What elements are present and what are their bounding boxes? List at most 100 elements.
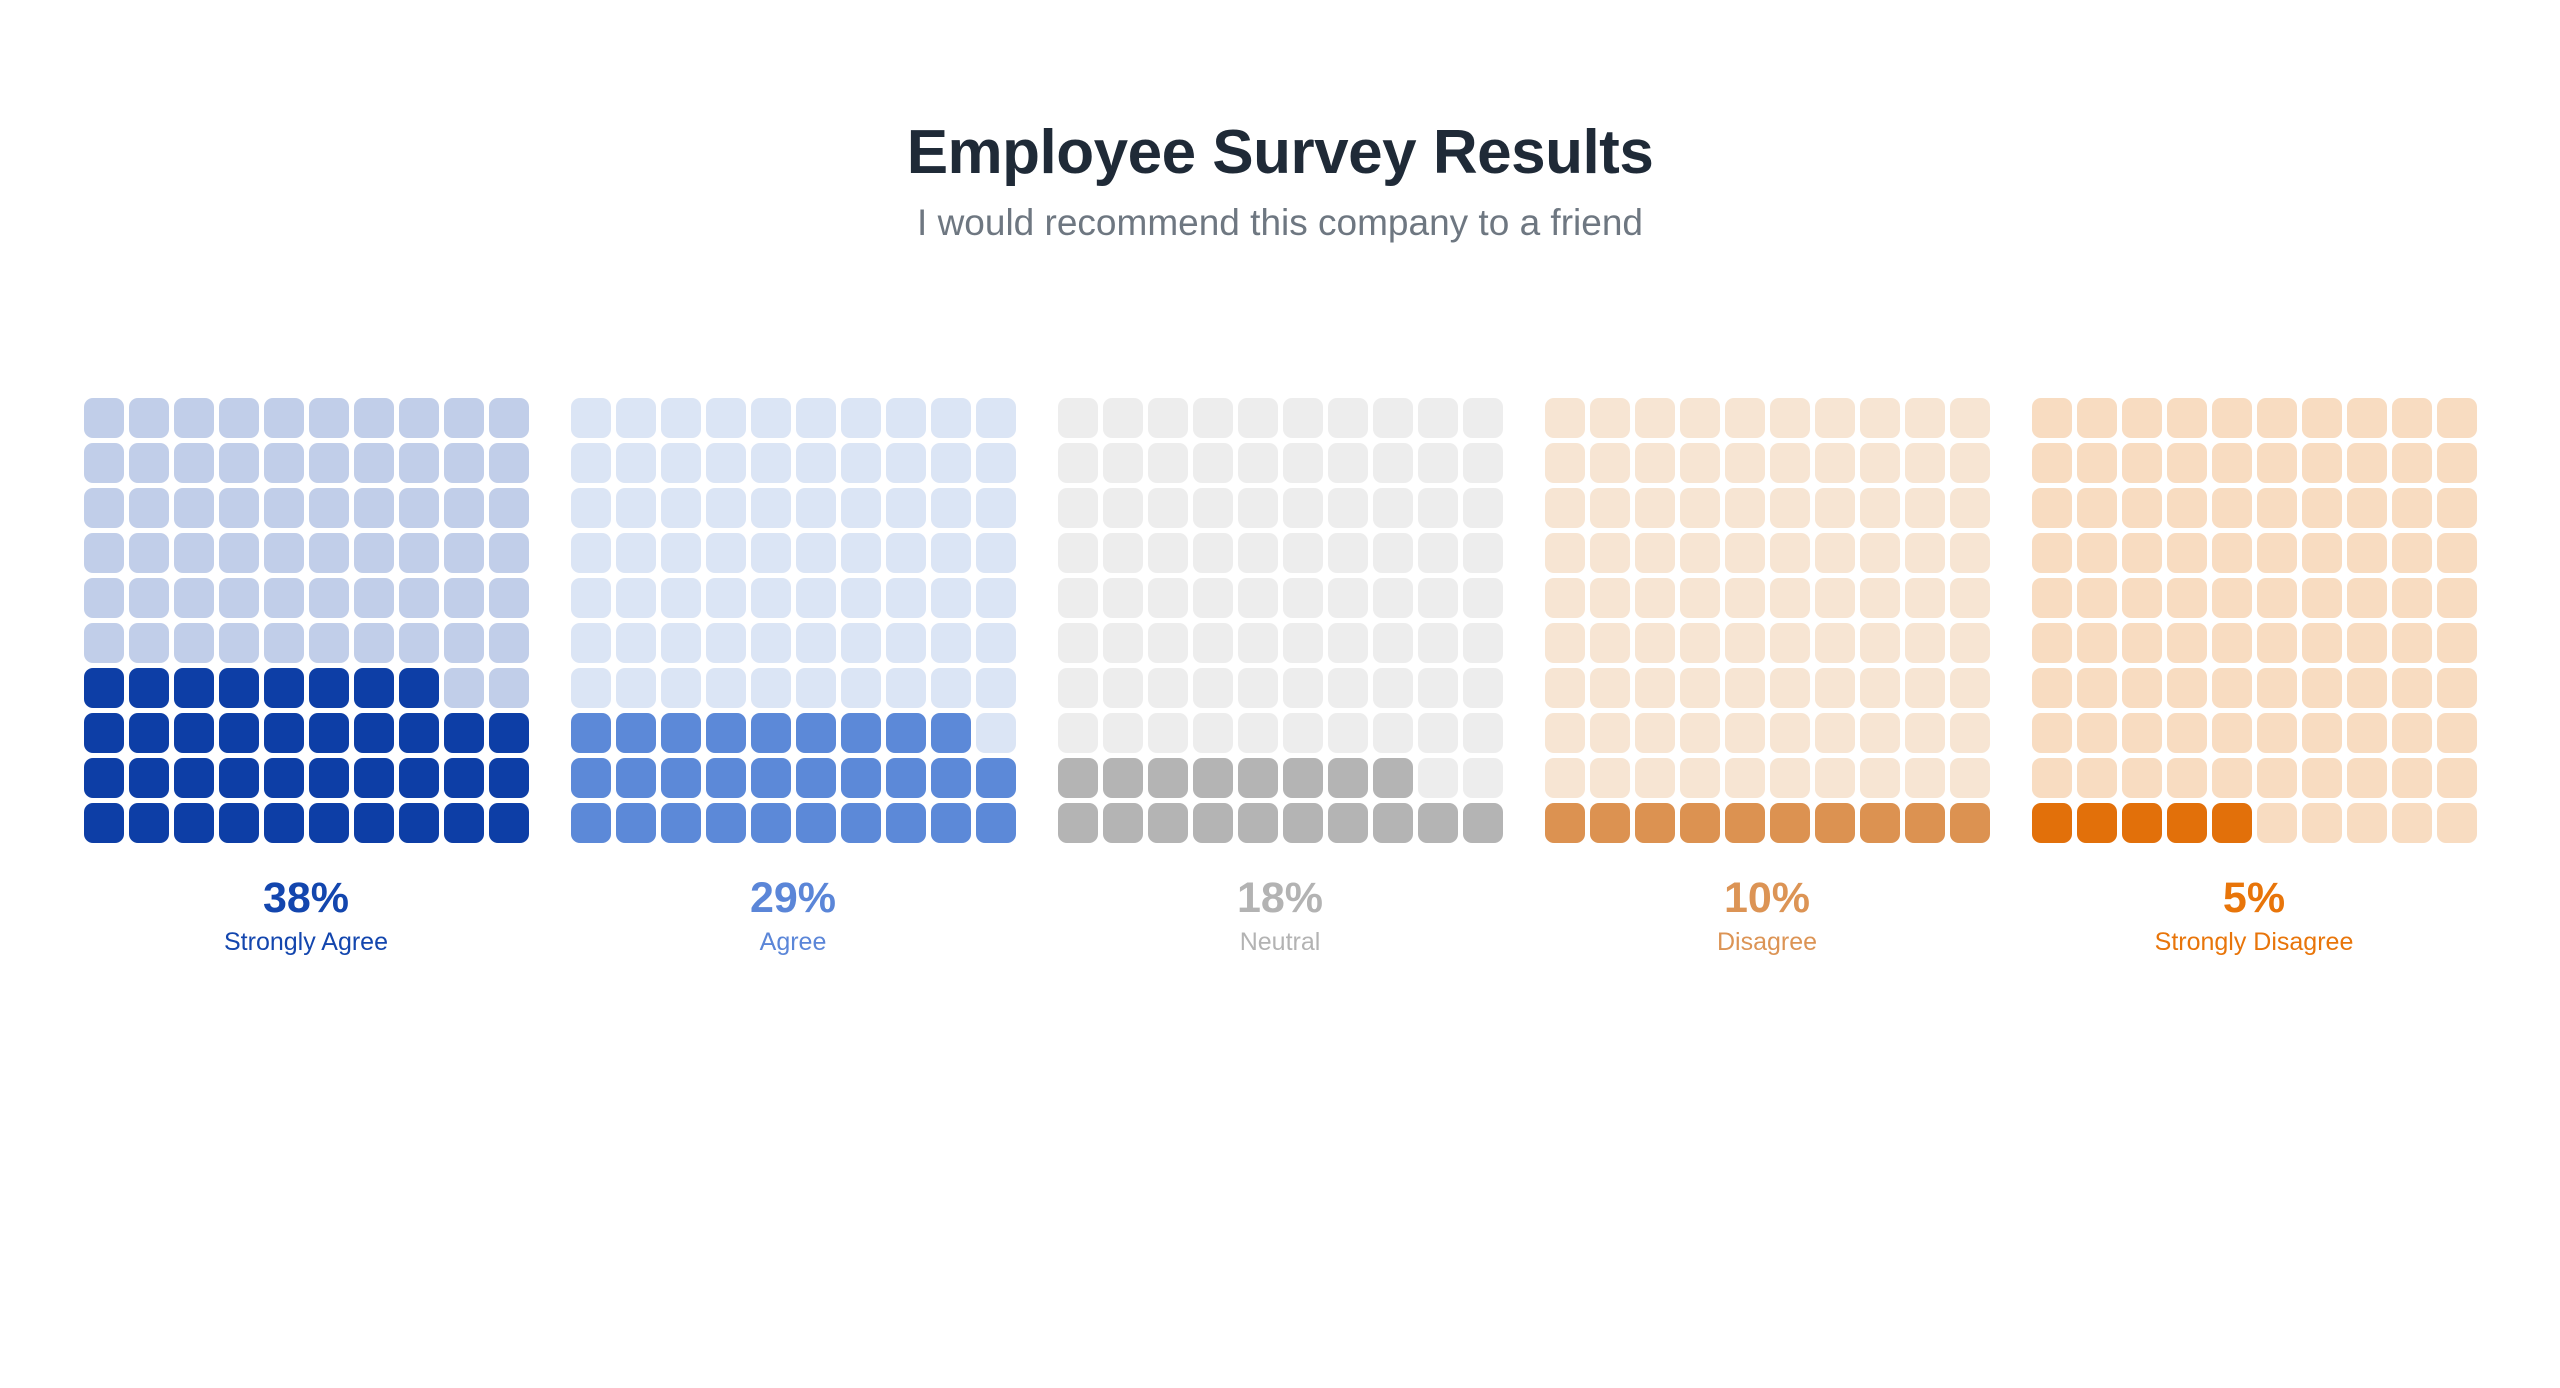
waffle-cell — [2256, 443, 2297, 483]
waffle-cell — [1327, 398, 1368, 438]
waffle-cell — [2256, 488, 2297, 528]
waffle-cell — [2436, 713, 2477, 753]
waffle-cell — [1192, 803, 1233, 843]
waffle-cell — [2256, 803, 2297, 843]
waffle-cell — [128, 533, 169, 573]
waffle-cell — [1462, 578, 1503, 618]
waffle-cell — [795, 578, 836, 618]
waffle-cell — [660, 578, 701, 618]
waffle-cell — [1589, 488, 1630, 528]
waffle-cell — [218, 398, 259, 438]
waffle-cell — [128, 758, 169, 798]
waffle-cell — [1237, 578, 1278, 618]
waffle-cell — [263, 803, 304, 843]
waffle-cell — [1147, 623, 1188, 663]
waffle-cell — [263, 533, 304, 573]
waffle-cell — [2166, 713, 2207, 753]
waffle-cell — [2031, 803, 2072, 843]
waffle-cell — [705, 803, 746, 843]
waffle-cell — [263, 758, 304, 798]
waffle-cell — [1057, 578, 1098, 618]
waffle-cell — [1859, 758, 1900, 798]
waffle-cell — [353, 398, 394, 438]
waffle-cell — [885, 668, 926, 708]
waffle-cell — [975, 533, 1016, 573]
waffle-cell — [1544, 533, 1585, 573]
waffle-cell — [795, 398, 836, 438]
waffle-cell — [1589, 803, 1630, 843]
waffle-cell — [173, 488, 214, 528]
waffle-cell — [1417, 758, 1458, 798]
waffle-cell — [128, 443, 169, 483]
waffle-cell — [398, 668, 439, 708]
waffle-cell — [1679, 398, 1720, 438]
waffle-cell — [488, 668, 529, 708]
waffle-cell — [660, 488, 701, 528]
waffle-cell — [795, 623, 836, 663]
waffle-cell — [1147, 578, 1188, 618]
waffle-cell — [1462, 803, 1503, 843]
waffle-cell — [795, 713, 836, 753]
waffle-cell — [1814, 578, 1855, 618]
waffle-cell — [885, 443, 926, 483]
waffle-cell — [885, 623, 926, 663]
waffle-cell — [975, 803, 1016, 843]
waffle-cell — [1679, 443, 1720, 483]
waffle-cell — [885, 578, 926, 618]
waffle-cell — [615, 713, 656, 753]
waffle-cell — [398, 443, 439, 483]
waffle-cell — [218, 578, 259, 618]
waffle-cell — [2391, 443, 2432, 483]
waffle-cell — [1904, 758, 1945, 798]
waffle-cell — [930, 623, 971, 663]
waffle-cell — [263, 623, 304, 663]
waffle-cell — [1057, 533, 1098, 573]
waffle-cell — [1769, 623, 1810, 663]
waffle-cell — [2121, 713, 2162, 753]
waffle-cell — [488, 623, 529, 663]
waffle-cell — [1237, 803, 1278, 843]
waffle-cell — [570, 758, 611, 798]
waffle-cell — [1102, 488, 1143, 528]
waffle-cell — [1814, 398, 1855, 438]
waffle-cell — [488, 803, 529, 843]
waffle-cell — [660, 758, 701, 798]
waffle-cell — [488, 488, 529, 528]
waffle-cell — [2211, 623, 2252, 663]
waffle-cell — [353, 713, 394, 753]
waffle-cell — [1237, 443, 1278, 483]
waffle-cell — [2211, 803, 2252, 843]
waffle-cell — [615, 533, 656, 573]
waffle-cell — [263, 488, 304, 528]
waffle-cell — [2121, 533, 2162, 573]
waffle-cell — [2166, 623, 2207, 663]
waffle-cell — [750, 803, 791, 843]
waffle-cell — [2121, 803, 2162, 843]
waffle-cell — [1949, 398, 1990, 438]
waffle-cell — [2211, 533, 2252, 573]
waffle-cell — [795, 803, 836, 843]
waffle-cell — [1327, 758, 1368, 798]
waffle-cell — [1237, 713, 1278, 753]
waffle-cell — [2346, 758, 2387, 798]
waffle-cell — [705, 398, 746, 438]
waffle-cell — [1949, 443, 1990, 483]
waffle-cell — [2301, 713, 2342, 753]
waffle-cell — [1769, 443, 1810, 483]
waffle-cell — [1769, 668, 1810, 708]
waffle-cell — [1814, 533, 1855, 573]
waffle-cell — [1859, 623, 1900, 663]
waffle-cell — [795, 668, 836, 708]
waffle-cell — [1057, 398, 1098, 438]
waffle-cell — [398, 758, 439, 798]
waffle-cell — [2211, 578, 2252, 618]
waffle-cell — [1679, 578, 1720, 618]
waffle-cell — [1859, 578, 1900, 618]
waffle-cell — [1589, 668, 1630, 708]
waffle-cell — [885, 758, 926, 798]
waffle-cell — [930, 488, 971, 528]
waffle-cell — [1589, 443, 1630, 483]
waffle-cell — [1147, 533, 1188, 573]
waffle-cell — [1544, 713, 1585, 753]
waffle-cell — [1859, 443, 1900, 483]
